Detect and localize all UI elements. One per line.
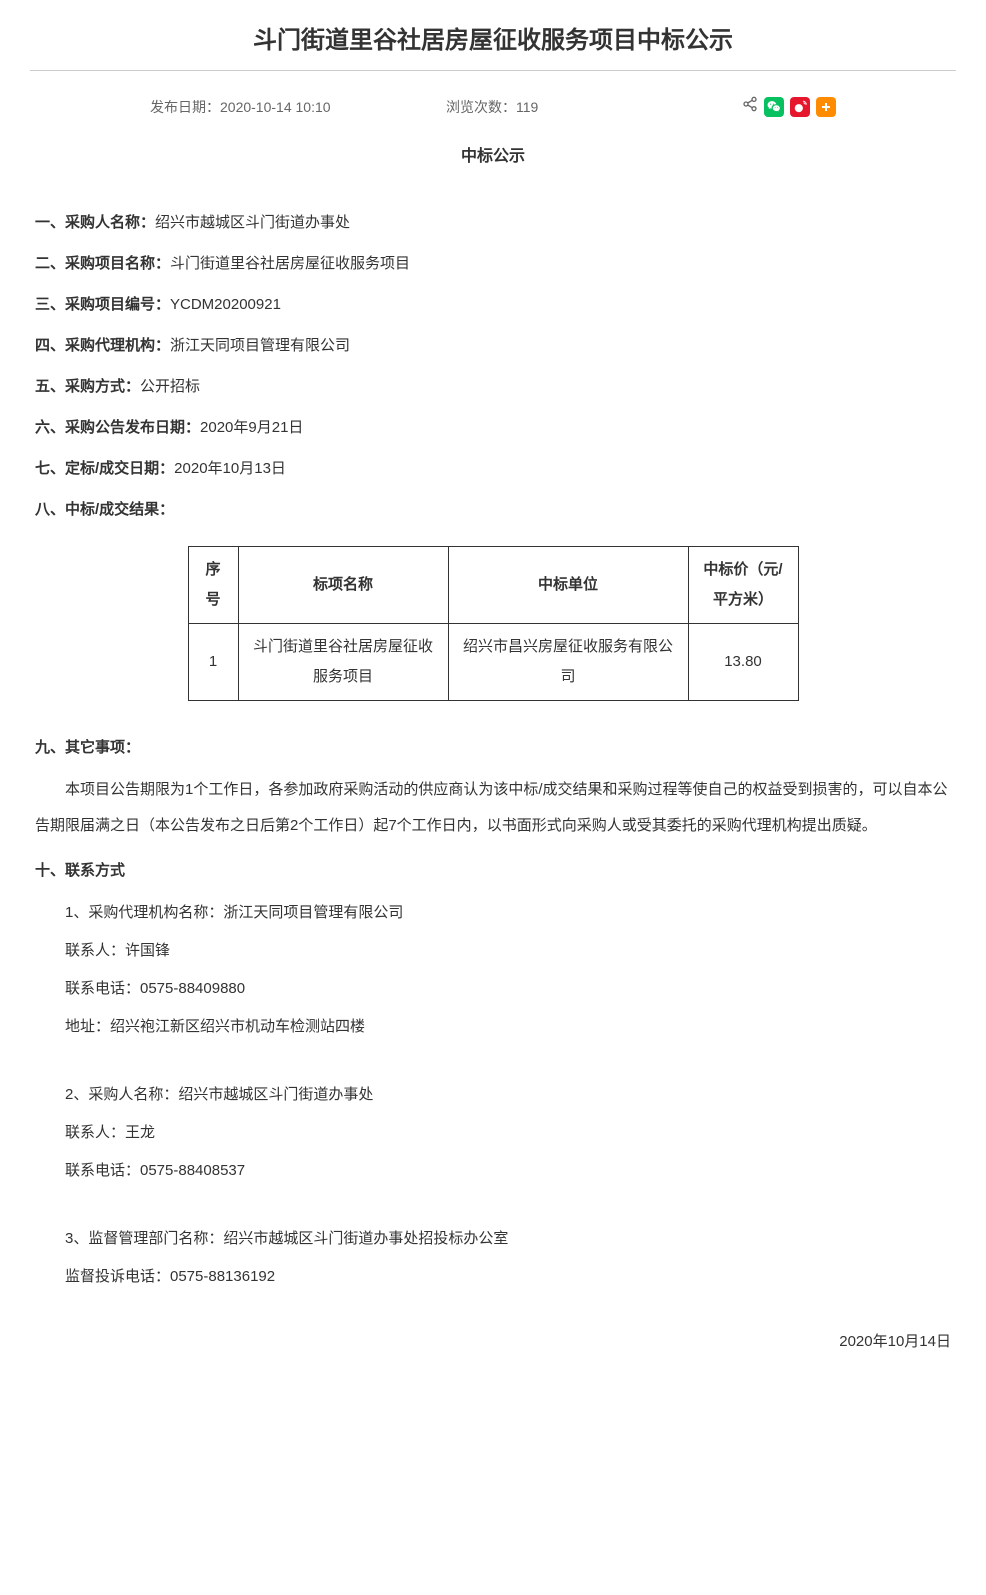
field-value: 公开招标	[140, 378, 200, 395]
section-other: 九、其它事项：	[35, 731, 951, 764]
field-purchaser: 一、采购人名称：绍兴市越城区斗门街道办事处	[35, 206, 951, 239]
td-no: 1	[188, 624, 238, 701]
weibo-icon[interactable]	[790, 97, 810, 117]
field-label: 三、采购项目编号：	[35, 296, 170, 313]
contact-phone: 联系电话：0575-88409880	[65, 971, 951, 1007]
publish-value: 2020-10-14 10:10	[220, 99, 331, 115]
footer-date: 2020年10月14日	[35, 1325, 951, 1358]
field-label: 二、采购项目名称：	[35, 255, 170, 272]
contact-person: 联系人：王龙	[65, 1115, 951, 1151]
publish-label: 发布日期：	[150, 99, 220, 115]
field-value: 2020年9月21日	[200, 419, 303, 436]
table-header-row: 序号 标项名称 中标单位 中标价（元/平方米）	[188, 547, 798, 624]
section-contact: 十、联系方式	[35, 854, 951, 887]
field-project-no: 三、采购项目编号：YCDM20200921	[35, 288, 951, 321]
td-name: 斗门街道里谷社居房屋征收服务项目	[238, 624, 448, 701]
contact-title: 2、采购人名称：绍兴市越城区斗门街道办事处	[65, 1077, 951, 1113]
result-table: 序号 标项名称 中标单位 中标价（元/平方米） 1 斗门街道里谷社居房屋征收服务…	[188, 546, 799, 701]
spacer	[35, 1191, 951, 1221]
contact-phone: 监督投诉电话：0575-88136192	[65, 1259, 951, 1295]
th-name: 标项名称	[238, 547, 448, 624]
views-value: 119	[516, 99, 538, 115]
share-icon[interactable]	[742, 96, 758, 117]
field-result: 八、中标/成交结果：	[35, 493, 951, 526]
td-company: 绍兴市昌兴房屋征收服务有限公司	[448, 624, 688, 701]
field-label: 八、中标/成交结果：	[35, 501, 174, 518]
other-text: 本项目公告期限为1个工作日，各参加政府采购活动的供应商认为该中标/成交结果和采购…	[35, 772, 951, 844]
table-row: 1 斗门街道里谷社居房屋征收服务项目 绍兴市昌兴房屋征收服务有限公司 13.80	[188, 624, 798, 701]
share-buttons	[742, 96, 836, 117]
field-value: 2020年10月13日	[174, 460, 286, 477]
views-label: 浏览次数：	[446, 99, 516, 115]
subtitle: 中标公示	[30, 142, 956, 166]
contact-person: 联系人：许国锋	[65, 933, 951, 969]
contact-phone: 联系电话：0575-88408537	[65, 1153, 951, 1189]
field-label: 一、采购人名称：	[35, 214, 155, 231]
field-label: 五、采购方式：	[35, 378, 140, 395]
field-label: 四、采购代理机构：	[35, 337, 170, 354]
section-label: 十、联系方式	[35, 862, 125, 879]
contact-purchaser: 2、采购人名称：绍兴市越城区斗门街道办事处 联系人：王龙 联系电话：0575-8…	[35, 1077, 951, 1189]
field-project-name: 二、采购项目名称：斗门街道里谷社居房屋征收服务项目	[35, 247, 951, 280]
contact-address: 地址：绍兴袍江新区绍兴市机动车检测站四楼	[65, 1009, 951, 1045]
field-announce-date: 六、采购公告发布日期：2020年9月21日	[35, 411, 951, 444]
page-title: 斗门街道里谷社居房屋征收服务项目中标公示	[30, 20, 956, 71]
th-no: 序号	[188, 547, 238, 624]
spacer	[35, 1047, 951, 1077]
field-agency: 四、采购代理机构：浙江天同项目管理有限公司	[35, 329, 951, 362]
field-method: 五、采购方式：公开招标	[35, 370, 951, 403]
contact-title: 1、采购代理机构名称：浙江天同项目管理有限公司	[65, 895, 951, 931]
field-award-date: 七、定标/成交日期：2020年10月13日	[35, 452, 951, 485]
meta-row: 发布日期：2020-10-14 10:10 浏览次数：119	[30, 86, 956, 142]
contact-supervisor: 3、监督管理部门名称：绍兴市越城区斗门街道办事处招投标办公室 监督投诉电话：05…	[35, 1221, 951, 1295]
td-price: 13.80	[688, 624, 798, 701]
more-icon[interactable]	[816, 97, 836, 117]
th-company: 中标单位	[448, 547, 688, 624]
section-label: 九、其它事项：	[35, 739, 140, 756]
contact-agency: 1、采购代理机构名称：浙江天同项目管理有限公司 联系人：许国锋 联系电话：057…	[35, 895, 951, 1045]
wechat-icon[interactable]	[764, 97, 784, 117]
field-value: 斗门街道里谷社居房屋征收服务项目	[170, 255, 410, 272]
field-value: YCDM20200921	[170, 296, 281, 313]
content-body: 一、采购人名称：绍兴市越城区斗门街道办事处 二、采购项目名称：斗门街道里谷社居房…	[30, 206, 956, 1358]
th-price: 中标价（元/平方米）	[688, 547, 798, 624]
field-value: 浙江天同项目管理有限公司	[170, 337, 350, 354]
publish-date: 发布日期：2020-10-14 10:10	[150, 97, 446, 117]
views-count: 浏览次数：119	[446, 97, 742, 117]
field-value: 绍兴市越城区斗门街道办事处	[155, 214, 350, 231]
field-label: 六、采购公告发布日期：	[35, 419, 200, 436]
document-container: 斗门街道里谷社居房屋征收服务项目中标公示 发布日期：2020-10-14 10:…	[0, 0, 986, 1378]
contact-title: 3、监督管理部门名称：绍兴市越城区斗门街道办事处招投标办公室	[65, 1221, 951, 1257]
field-label: 七、定标/成交日期：	[35, 460, 174, 477]
